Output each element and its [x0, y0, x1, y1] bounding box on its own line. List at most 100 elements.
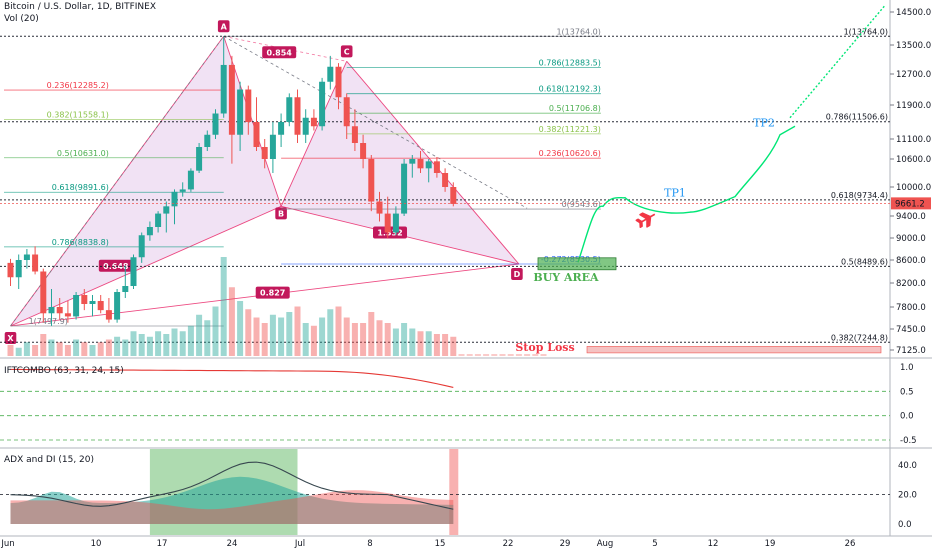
- candle-body: [368, 159, 375, 202]
- fibonacci-levels[interactable]: 1(13764.0) 0.786(12883.5) 0.618(12192.3) 0.…: [0, 27, 890, 343]
- price-tick-label: 14500.0: [896, 8, 931, 18]
- volume-bar: [40, 334, 47, 356]
- volume-bar: [97, 342, 104, 356]
- time-tick-label: 5: [652, 539, 657, 549]
- fib-label: 0.618(9891.6): [52, 183, 109, 192]
- volume-bar: [220, 257, 227, 356]
- harmonic-pattern[interactable]: X A B C D 0.648 0.854 1.332 0.827: [4, 20, 528, 344]
- volume-bar: [360, 323, 367, 356]
- ratio-xb-label: 0.648: [98, 259, 133, 272]
- stop-loss-zone[interactable]: [586, 346, 882, 354]
- price-tick-label: 10600.0: [896, 155, 931, 165]
- candle-body: [204, 134, 211, 147]
- point-d-label-text: D: [514, 270, 521, 279]
- candle-body: [32, 254, 39, 272]
- ift-tick-label: 0.0: [900, 412, 914, 422]
- annotations[interactable]: BUY AREA Stop Loss TP1 TP2: [515, 116, 882, 354]
- volume-bar: [73, 339, 80, 356]
- volume-bar: [122, 339, 129, 356]
- fib-label: 0.618(9734.4): [831, 191, 888, 200]
- price-projection[interactable]: [577, 4, 886, 263]
- point-c-label: C: [340, 45, 353, 58]
- point-x-label: X: [4, 331, 17, 344]
- price-tick-label: 10000.0: [896, 183, 931, 193]
- candle-body: [89, 301, 96, 304]
- ratio-ac-label-text: 0.854: [267, 48, 293, 57]
- buy-area-label: BUY AREA: [533, 271, 599, 284]
- candle-body: [433, 161, 440, 173]
- candle-body: [269, 134, 276, 159]
- pattern-leg: [346, 61, 520, 265]
- time-tick-label: 15: [435, 539, 446, 549]
- point-a-label: A: [217, 20, 230, 33]
- candle-body: [163, 206, 170, 214]
- volume-bar: [343, 317, 350, 356]
- fib-label: 0(9543.6): [562, 200, 601, 209]
- candle-body: [450, 187, 457, 204]
- candle-body: [220, 64, 227, 114]
- price-tick-label: 9400.0: [896, 212, 926, 222]
- candle-body: [15, 260, 22, 278]
- volume-label: Vol (20): [4, 14, 39, 24]
- fib-label: 0.236(10620.6): [539, 149, 601, 158]
- volume-bar: [368, 312, 375, 356]
- candle-body: [212, 113, 219, 135]
- candle-body: [187, 170, 194, 190]
- volume-bar: [417, 331, 424, 356]
- point-x-label-text: X: [7, 334, 14, 343]
- ift-tick-label: 0.5: [900, 387, 914, 397]
- candle-body: [228, 64, 235, 135]
- time-tick-label: Aug: [597, 539, 614, 549]
- volume-bar: [261, 323, 268, 356]
- point-x-label-bg: [4, 331, 17, 344]
- volume-bar: [237, 301, 244, 356]
- candle-body: [261, 147, 268, 159]
- volume-bar: [327, 309, 334, 356]
- candle-body: [401, 163, 408, 214]
- symbol-title: Bitcoin / U.S. Dollar, 1D, BITFINEX: [4, 2, 156, 12]
- volume-bar: [425, 331, 432, 356]
- axes: 14500.0 13500.0 12700.0 11900.0 11100.0 10600…: [0, 8, 931, 549]
- time-tick-label: 12: [708, 539, 719, 549]
- candle-body: [138, 235, 145, 258]
- candle-body: [56, 307, 63, 314]
- volume-bar: [335, 306, 342, 356]
- candle-body: [97, 301, 104, 311]
- candle-body: [64, 313, 71, 317]
- volume-bar: [7, 345, 14, 356]
- volume-bar: [401, 323, 408, 356]
- candle-body: [425, 161, 432, 169]
- candle-body: [179, 189, 186, 192]
- point-c-label-bg: [340, 45, 353, 58]
- ratio-line-ad: [223, 35, 528, 209]
- airplane-shape: [635, 212, 656, 229]
- triangle-xab: [10, 36, 282, 326]
- fib-label: 0.786(8838.8): [52, 238, 109, 247]
- buy-area-zone[interactable]: [537, 257, 617, 271]
- fib-label: 0.382(7244.8): [831, 333, 888, 342]
- adx-tick-label: 0.0: [898, 520, 912, 530]
- time-tick-label: 29: [560, 539, 571, 549]
- candlesticks: [7, 36, 457, 326]
- time-tick-label: 26: [845, 539, 856, 549]
- volume-bar: [105, 339, 112, 356]
- volume-bar: [23, 342, 30, 356]
- indicator-panes: [0, 368, 890, 535]
- airplane-icon: [635, 212, 656, 229]
- price-tick-label: 7125.0: [896, 346, 926, 356]
- iftcombo-line: [10, 368, 454, 388]
- volume-bar: [89, 345, 96, 356]
- volume-bar: [499, 354, 506, 356]
- price-tick-label: 7450.0: [896, 325, 926, 335]
- volume-bar: [81, 342, 88, 356]
- volume-bar: [450, 336, 457, 356]
- volume-bar: [392, 328, 399, 356]
- point-d-label-bg: [511, 268, 523, 281]
- volume-bar: [15, 347, 22, 356]
- adx-highlight-zone: [449, 449, 459, 535]
- volume-bar: [228, 287, 235, 356]
- time-tick-label: 10: [91, 539, 102, 549]
- price-tick-label: 11900.0: [896, 101, 931, 111]
- volume-bar: [138, 334, 145, 356]
